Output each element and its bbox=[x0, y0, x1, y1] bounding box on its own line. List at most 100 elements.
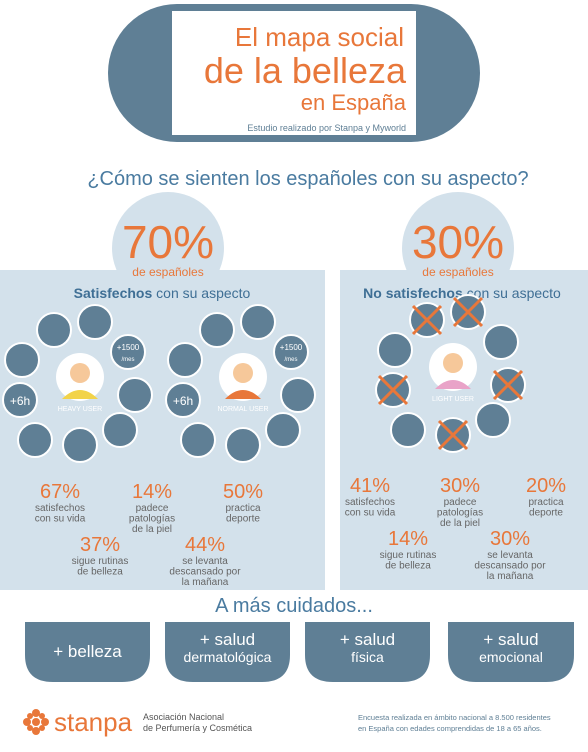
tab-label: física bbox=[351, 649, 384, 665]
stat-value: 30% bbox=[490, 528, 530, 550]
icon bbox=[77, 304, 113, 340]
stat-value: 41% bbox=[350, 475, 390, 497]
icon bbox=[377, 332, 413, 368]
stat-label: satisfechos bbox=[35, 503, 85, 514]
user-label: NORMAL USER bbox=[217, 406, 268, 413]
icon-groups: HEAVY USER NORMAL USER LIGHT USER +1500/mes… bbox=[2, 294, 566, 588]
stat-label: la mañana bbox=[182, 577, 229, 588]
logo-text: stanpa bbox=[54, 707, 133, 737]
stat-label: padece bbox=[444, 497, 477, 508]
stat-label: se levanta bbox=[182, 556, 228, 567]
survey-note: Encuesta realizada en ámbito nacional a … bbox=[358, 713, 551, 722]
user-label: HEAVY USER bbox=[58, 406, 102, 413]
icon bbox=[265, 412, 301, 448]
stat-label: sigue rutinas bbox=[380, 550, 437, 561]
percent-caption: de españoles bbox=[132, 265, 203, 279]
panel-bubble bbox=[402, 192, 514, 304]
stat-label: padece bbox=[136, 503, 169, 514]
cross-mark bbox=[452, 296, 484, 328]
tab bbox=[165, 622, 290, 682]
stat-label: deporte bbox=[226, 514, 260, 525]
cross-mark bbox=[411, 304, 443, 336]
icon-text: /mes bbox=[121, 357, 134, 363]
icon bbox=[240, 304, 276, 340]
icon bbox=[225, 427, 261, 463]
stat-label: patologías bbox=[129, 514, 175, 525]
tab bbox=[305, 622, 430, 682]
title-line: de la belleza bbox=[204, 50, 407, 91]
icon bbox=[167, 342, 203, 378]
tab-label: + salud bbox=[340, 630, 395, 649]
icon-text: +1500 bbox=[117, 343, 140, 352]
icon bbox=[199, 312, 235, 348]
icon-text: +6h bbox=[173, 394, 193, 408]
icon bbox=[280, 377, 316, 413]
tab-label: + salud bbox=[483, 630, 538, 649]
user-label: LIGHT USER bbox=[432, 396, 474, 403]
cross-mark bbox=[377, 374, 409, 406]
title-line: en España bbox=[301, 90, 407, 115]
tab-label: + salud bbox=[200, 630, 255, 649]
stat-label: practica bbox=[225, 503, 260, 514]
icon bbox=[273, 334, 309, 370]
icon bbox=[102, 412, 138, 448]
tab bbox=[448, 622, 574, 682]
stat-value: 30% bbox=[440, 475, 480, 497]
icon bbox=[62, 427, 98, 463]
stat-label: descansado por bbox=[169, 567, 241, 578]
stat-label: con su vida bbox=[35, 514, 86, 525]
more-care-title: A más cuidados... bbox=[215, 595, 373, 617]
stat-label: de belleza bbox=[385, 561, 431, 572]
association: de Perfumería y Cosmética bbox=[143, 723, 252, 733]
stat-value: 67% bbox=[40, 481, 80, 503]
header-title: El mapa social de la belleza en España bbox=[204, 22, 407, 115]
heading: No satisfechos con su aspecto bbox=[363, 285, 561, 301]
icon bbox=[36, 312, 72, 348]
association: Asociación Nacional bbox=[143, 712, 224, 722]
heading-rest: con su aspecto bbox=[467, 285, 561, 301]
avatar-body bbox=[62, 390, 98, 399]
stat-label: patologías bbox=[437, 508, 483, 519]
percent: 70% bbox=[122, 216, 214, 268]
icon bbox=[4, 342, 40, 378]
heading-rest: con su aspecto bbox=[156, 285, 250, 301]
stat-value: 37% bbox=[80, 534, 120, 556]
tab-label: + belleza bbox=[53, 642, 122, 661]
icon-text: /mes bbox=[284, 357, 297, 363]
header-panel bbox=[172, 11, 416, 135]
stat-label: sigue rutinas bbox=[72, 556, 129, 567]
stat-label: con su vida bbox=[345, 508, 396, 519]
question: ¿Cómo se sienten los españoles con su as… bbox=[87, 168, 528, 190]
panel-bubble bbox=[112, 192, 224, 304]
stat-label: de la piel bbox=[440, 518, 480, 529]
icon bbox=[475, 402, 511, 438]
avatar-head bbox=[233, 363, 253, 383]
cross-mark bbox=[492, 369, 524, 401]
icon bbox=[165, 382, 201, 418]
stat-label: practica bbox=[528, 497, 563, 508]
avatar-body bbox=[225, 390, 261, 399]
icon bbox=[2, 382, 38, 418]
stat-value: 50% bbox=[223, 481, 263, 503]
subtitle: Estudio realizado por Stanpa y Myworld bbox=[247, 123, 406, 133]
stat-label: de belleza bbox=[77, 567, 123, 578]
avatar-head bbox=[443, 353, 463, 373]
icon bbox=[180, 422, 216, 458]
icon bbox=[483, 324, 519, 360]
heading-bold: Satisfechos bbox=[74, 285, 153, 301]
stat-value: 44% bbox=[185, 534, 225, 556]
survey-note: en España con edades comprendidas de 18 … bbox=[358, 724, 542, 733]
icon-text: +1500 bbox=[280, 343, 303, 352]
stat-label: se levanta bbox=[487, 550, 533, 561]
stat-label: descansado por bbox=[474, 561, 546, 572]
stat-label: de la piel bbox=[132, 524, 172, 535]
icon bbox=[17, 422, 53, 458]
percent-caption: de españoles bbox=[422, 265, 493, 279]
tab bbox=[25, 622, 150, 682]
title-line: El mapa social bbox=[235, 22, 404, 52]
logo-mark bbox=[23, 709, 49, 735]
heading-bold: No satisfechos bbox=[363, 285, 463, 301]
heading: Satisfechos con su aspecto bbox=[74, 285, 251, 301]
stat-label: deporte bbox=[529, 508, 563, 519]
